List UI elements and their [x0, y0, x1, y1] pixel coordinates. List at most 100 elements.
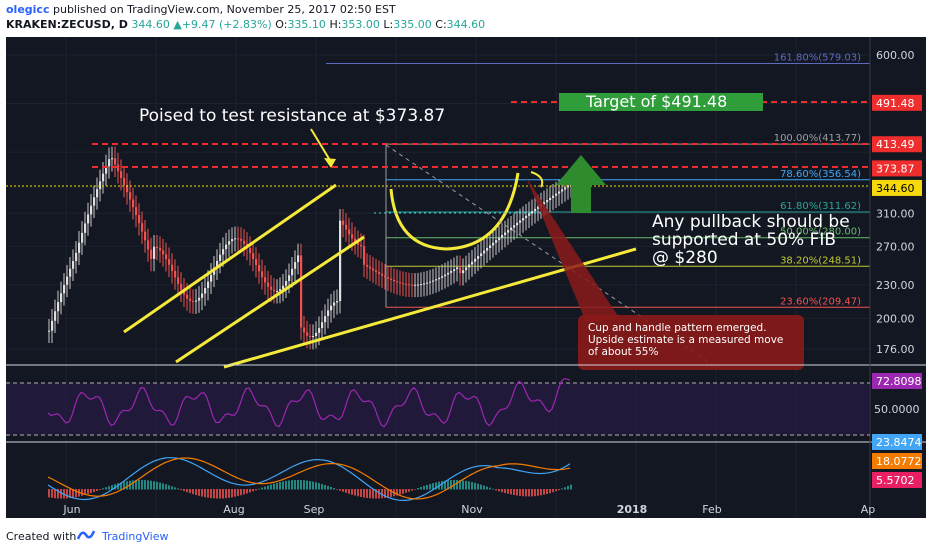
candle-body [177, 277, 180, 284]
candle-body [198, 297, 201, 301]
candle-body [504, 232, 507, 236]
chart-panel[interactable]: 161.80%(579.03) 100.00%(413.77) 78.60%(356… [6, 37, 926, 518]
macd-histogram-bar [291, 480, 293, 490]
tradingview-brand[interactable]: TradingView [102, 530, 169, 543]
candle-body [294, 262, 297, 269]
resistance-arrow-line [310, 128, 332, 163]
macd-histogram-bar [222, 489, 224, 499]
candle-body [186, 294, 189, 299]
candle-body [549, 197, 552, 201]
candle-body [486, 247, 489, 251]
candle-body [558, 191, 561, 194]
candle-body [222, 249, 225, 255]
candle-body [456, 267, 459, 270]
candle-body [153, 246, 156, 259]
macd-histogram-bar [138, 479, 140, 490]
candle-body [219, 254, 222, 261]
macd-histogram-bar [171, 486, 173, 490]
candle-body [333, 302, 336, 306]
channel-line-lower [175, 235, 365, 364]
macd-histogram-bar [432, 483, 434, 490]
candle-body [228, 241, 231, 245]
candle-body [189, 298, 192, 301]
time-axis-label: Jun [62, 503, 80, 516]
candle-body [255, 258, 258, 266]
candle-body [264, 277, 267, 283]
rsi-value-label: 72.8098 [876, 375, 922, 388]
macd-histogram-bar [528, 489, 530, 497]
candle-body [417, 284, 420, 286]
macd-histogram-bar [123, 481, 125, 490]
macd-histogram-bar [408, 489, 410, 492]
macd-histogram-bar [201, 489, 203, 497]
candle-body [387, 277, 390, 279]
candle-body [555, 193, 558, 196]
grid [6, 37, 870, 518]
candle-body [327, 310, 330, 317]
macd-histogram-bar [87, 489, 89, 495]
price-tick-label: 270.00 [876, 240, 915, 253]
candle-body [318, 328, 321, 333]
candle-body [501, 235, 504, 238]
time-axis-label: Aug [223, 503, 244, 516]
candle-body [285, 281, 288, 286]
candle-body [441, 276, 444, 278]
candle-body [159, 247, 162, 251]
candle-body [405, 283, 408, 285]
macd-histogram-bar [363, 489, 365, 498]
macd-histogram-bar [183, 489, 185, 492]
candle-body [207, 281, 210, 289]
macd-histogram-bar [216, 489, 218, 499]
price-tick-label: 200.00 [876, 312, 915, 325]
candle-body [330, 305, 333, 311]
chart-svg[interactable]: 161.80%(579.03) 100.00%(413.77) 78.60%(356… [6, 37, 926, 518]
candle-body [123, 178, 126, 185]
candle-body [357, 242, 360, 245]
macd-histogram-bar [519, 489, 521, 496]
macd-histogram-bar [141, 479, 143, 490]
macd-histogram-bar [495, 489, 497, 491]
author-link[interactable]: olegicc [6, 3, 50, 16]
price-change: +9.47 (+2.83%) [181, 18, 272, 31]
macd-histogram-bar [480, 484, 482, 490]
high-label: H: [329, 18, 342, 31]
macd-histogram-bar [555, 489, 557, 492]
macd-histogram-bar [66, 489, 68, 499]
macd-histogram-bar [114, 484, 116, 490]
candle-body [195, 300, 198, 302]
candle-body [192, 300, 195, 302]
macd-histogram-bar [159, 482, 161, 490]
candle-body [438, 277, 441, 280]
macd-histogram-bar [429, 483, 431, 490]
rsi-value-box [872, 373, 922, 389]
candle-body [48, 330, 51, 332]
close-label: C: [435, 18, 447, 31]
candle-body [453, 269, 456, 272]
candle-body [273, 289, 276, 292]
macd-histogram-bar [90, 489, 92, 494]
macd-histogram-bar [513, 489, 515, 496]
macd-histogram-bar [336, 489, 338, 490]
ohlc-line: KRAKEN:ZECUSD, D 344.60 ▲+9.47 (+2.83%) … [6, 18, 485, 31]
candle-body [120, 171, 123, 179]
resistance-arrow-head [324, 158, 336, 168]
candle-body [552, 195, 555, 198]
candle-body [63, 284, 66, 294]
rsi-band [6, 383, 870, 435]
candle-body [183, 289, 186, 295]
candle-body [138, 215, 141, 224]
candle-body [399, 282, 402, 284]
macd-histogram-bar [375, 489, 377, 499]
macd-histogram-bar [180, 489, 182, 491]
candle-body [216, 260, 219, 268]
candle-body [69, 268, 72, 277]
macd-histogram-bar [378, 489, 380, 499]
candle-body [312, 336, 315, 338]
macd-histogram-bar [324, 484, 326, 490]
candle-body [117, 164, 120, 172]
macd-histogram-bar [81, 489, 83, 496]
candle-body [291, 268, 294, 276]
macd-histogram-bar [462, 480, 464, 490]
macd-histogram-bar [60, 489, 62, 499]
macd-histogram-bar [522, 489, 524, 497]
